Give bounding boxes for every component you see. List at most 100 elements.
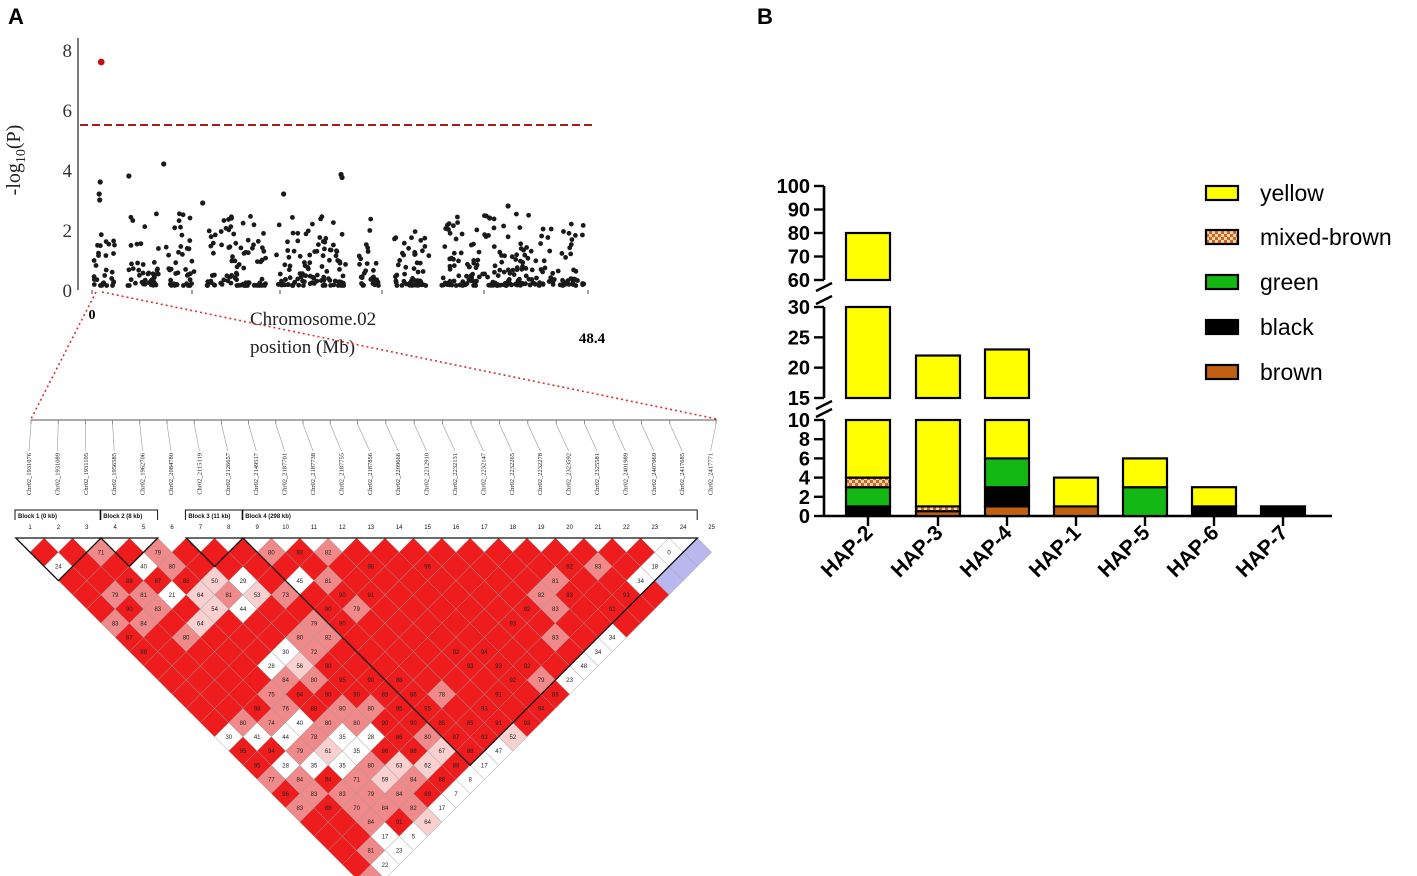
- snp-point: [277, 271, 283, 277]
- ld-cell-value: 74: [268, 721, 275, 727]
- ld-cell-value: 79: [538, 678, 545, 684]
- snp-point: [208, 280, 214, 285]
- ld-cell-value: 98: [367, 565, 374, 571]
- snp-point: [307, 260, 313, 266]
- ld-cell-value: 75: [268, 692, 275, 698]
- ld-block-label: Block 4 (298 kb): [245, 514, 291, 520]
- snp-point: [371, 268, 376, 273]
- snp-point: [565, 278, 571, 284]
- snp-point: [148, 282, 154, 288]
- bar-segment-brown: [983, 505, 1031, 518]
- ld-cell-value: 92: [453, 650, 460, 656]
- snp-point: [187, 277, 193, 283]
- snp-point: [401, 240, 407, 246]
- snp-point: [522, 252, 528, 258]
- ld-cell-value: 83: [296, 806, 303, 812]
- snp-point: [518, 241, 524, 247]
- snp-point: [507, 281, 513, 286]
- snp-point: [491, 244, 497, 250]
- x-start-label: 0: [89, 308, 96, 323]
- snp-point: [548, 275, 554, 281]
- ld-cell-value: 91: [495, 721, 502, 727]
- snp-point: [310, 221, 315, 227]
- snp-point: [142, 281, 148, 287]
- snp-name-label: Chr02_2187701: [282, 453, 289, 495]
- legend-label-brown: brown: [1260, 359, 1323, 385]
- bar-segment-yellow: [1052, 476, 1100, 508]
- snp-point: [338, 279, 344, 285]
- snp-point: [226, 245, 232, 250]
- snp-point: [451, 263, 457, 269]
- snp-point: [568, 221, 574, 227]
- snp-point: [474, 227, 480, 233]
- snp-point: [523, 273, 529, 279]
- snp-name-label: Chr02_2187755: [338, 453, 345, 495]
- snp-point: [219, 242, 225, 248]
- snp-point: [258, 259, 264, 265]
- ld-cell-value: 94: [538, 707, 545, 713]
- snp-point: [455, 220, 460, 226]
- ld-cell-value: 95: [339, 678, 346, 684]
- ld-block-bracket: [14, 509, 102, 520]
- ld-cell-value: 28: [282, 763, 289, 769]
- snp-point: [155, 271, 161, 277]
- ld-cell-value: 7: [454, 792, 458, 798]
- legend-label-green: green: [1260, 269, 1319, 295]
- snp-name-label: Chr02_2407069: [651, 453, 658, 495]
- snp-point: [259, 276, 265, 282]
- snp-point: [295, 230, 301, 236]
- snp-name-label: Chr02_2187856: [367, 452, 374, 495]
- snp-point: [300, 278, 305, 284]
- ld-cell-value: 80: [268, 550, 275, 556]
- snp-point: [111, 251, 116, 256]
- snp-point: [100, 281, 106, 286]
- ld-block-outline: [241, 537, 699, 767]
- ld-cell-value: 86: [382, 749, 389, 755]
- ld-cell-value: 84: [296, 778, 303, 784]
- bar-segment-yellow: [1121, 457, 1169, 489]
- bar-segment-black: [983, 486, 1031, 508]
- snp-point: [163, 244, 169, 250]
- ld-block-label: Block 3 (11 kb): [188, 514, 230, 520]
- ld-block-bracket: [99, 509, 159, 520]
- snp-point: [173, 260, 179, 266]
- snp-point: [251, 242, 256, 248]
- snp-point: [255, 238, 261, 244]
- snp-name-label: Chr02_2401989: [622, 453, 629, 495]
- snp-connector: [641, 423, 655, 452]
- ld-cell-value: 91: [367, 593, 374, 599]
- snp-point: [319, 264, 325, 269]
- snp-point: [221, 218, 227, 223]
- snp-point: [538, 267, 544, 272]
- snp-point: [368, 277, 374, 282]
- snp-point: [156, 246, 161, 251]
- snp-point: [286, 254, 292, 260]
- snp-connector: [302, 423, 314, 452]
- ld-cell-value: 88: [311, 707, 318, 713]
- ld-cell-value: 90: [353, 692, 360, 698]
- snp-point: [211, 250, 216, 256]
- ld-cell-value: 44: [240, 607, 247, 613]
- ld-cell-value: 90: [126, 607, 133, 613]
- ld-cell-value: 88: [438, 778, 445, 784]
- snp-point: [286, 267, 292, 273]
- ld-cell-value: 78: [438, 692, 445, 698]
- ld-cell-value: 80: [240, 721, 247, 727]
- ld-cell-value: 84: [282, 678, 289, 684]
- ld-cell-value: 80: [367, 707, 374, 713]
- ld-cell-value: 79: [353, 607, 360, 613]
- y-tick-label: 6: [63, 101, 73, 122]
- snp-point: [361, 282, 366, 288]
- snp-point: [137, 272, 142, 278]
- ld-cell-value: 80: [353, 721, 360, 727]
- snp-point: [248, 214, 253, 219]
- snp-point: [509, 254, 515, 260]
- snp-point: [447, 263, 453, 269]
- snp-peak-point: [228, 215, 234, 221]
- ld-cell-value: 54: [211, 607, 218, 613]
- snp-point: [399, 283, 405, 288]
- snp-point: [187, 215, 193, 221]
- snp-point: [187, 238, 193, 244]
- ld-cell-value: 90: [382, 721, 389, 727]
- snp-point: [236, 283, 242, 288]
